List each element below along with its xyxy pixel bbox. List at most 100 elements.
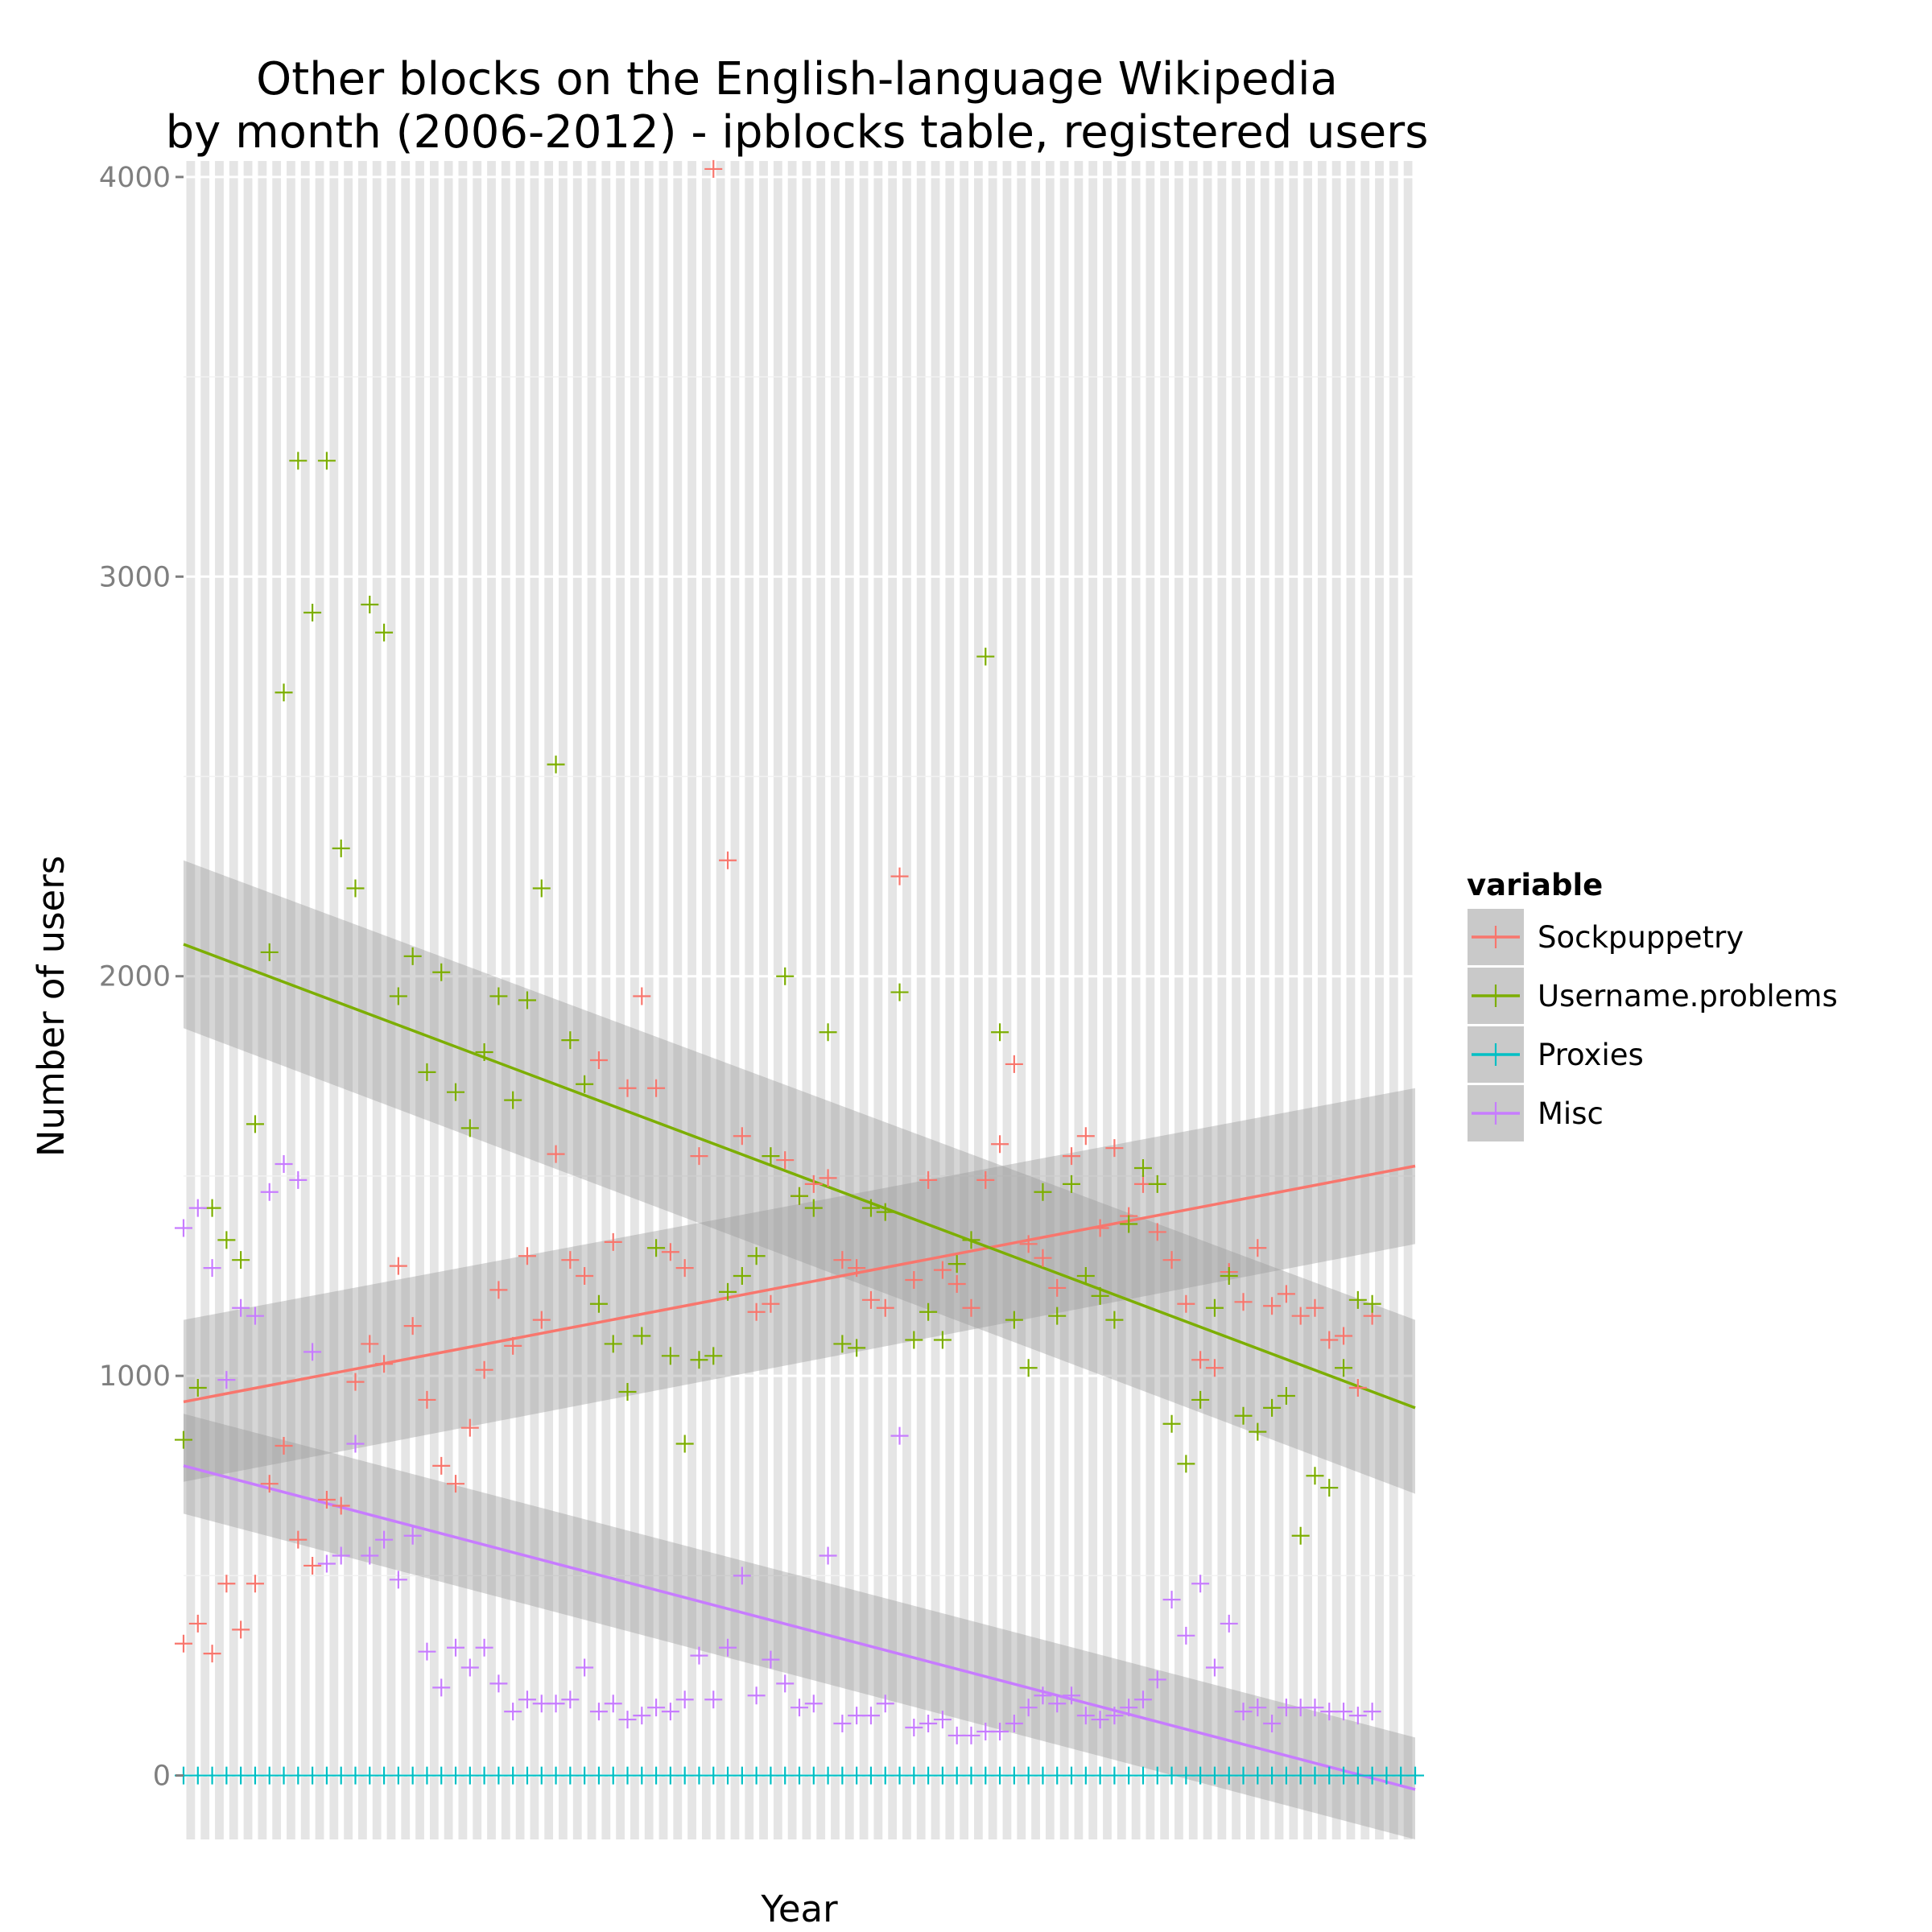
- series-proxies: [175, 1766, 1424, 1785]
- point-username-problems-9: [289, 452, 308, 470]
- point-sockpuppetry-52: [905, 1271, 923, 1289]
- y-tick-label-4000: 4000: [99, 162, 171, 194]
- y-tick-label-3000: 3000: [99, 561, 171, 593]
- point-sockpuppetry-10: [303, 1556, 322, 1575]
- point-username-problems-27: [547, 755, 565, 774]
- point-username-problems-32: [618, 1383, 637, 1401]
- point-username-problems-10: [303, 603, 322, 621]
- point-username-problems-4: [217, 1231, 236, 1249]
- point-sockpuppetry-59: [1005, 1055, 1023, 1073]
- point-sockpuppetry-9: [289, 1530, 308, 1549]
- point-misc-60: [1019, 1699, 1038, 1717]
- point-misc-77: [1263, 1715, 1282, 1733]
- point-misc-47: [833, 1715, 852, 1733]
- point-username-problems-49: [861, 1199, 880, 1217]
- point-username-problems-59: [1005, 1311, 1023, 1329]
- point-username-problems-55: [947, 1255, 966, 1274]
- point-username-problems-69: [1148, 1174, 1166, 1193]
- point-misc-24: [504, 1703, 522, 1721]
- point-username-problems-81: [1320, 1479, 1339, 1497]
- point-username-problems-79: [1291, 1526, 1310, 1545]
- x-axis-title: Year: [760, 1888, 838, 1930]
- point-sockpuppetry-54: [933, 1261, 952, 1279]
- trend-sockpuppetry: [183, 1164, 1416, 1404]
- point-sockpuppetry-73: [1205, 1359, 1224, 1377]
- point-sockpuppetry-46: [819, 1169, 837, 1187]
- point-sockpuppetry-36: [675, 1259, 694, 1278]
- point-username-problems-63: [1063, 1174, 1081, 1193]
- point-sockpuppetry-25: [518, 1247, 536, 1265]
- point-misc-74: [1220, 1614, 1238, 1633]
- point-username-problems-35: [661, 1347, 679, 1365]
- point-username-problems-62: [1048, 1307, 1067, 1325]
- point-username-problems-38: [704, 1347, 723, 1365]
- point-misc-42: [762, 1650, 780, 1669]
- point-misc-1: [175, 1219, 192, 1237]
- trend-misc: [183, 1464, 1416, 1791]
- point-misc-22: [475, 1638, 493, 1657]
- point-sockpuppetry-28: [561, 1251, 580, 1269]
- point-sockpuppetry-17: [403, 1317, 422, 1335]
- point-misc-9: [289, 1170, 308, 1189]
- point-misc-34: [647, 1699, 666, 1717]
- point-username-problems-11: [317, 452, 336, 470]
- point-sockpuppetry-3: [203, 1645, 221, 1663]
- point-sockpuppetry-32: [618, 1079, 637, 1097]
- point-sockpuppetry-38: [704, 159, 723, 178]
- y-axis-title: Number of users: [30, 856, 72, 1157]
- point-misc-16: [389, 1571, 407, 1589]
- point-sockpuppetry-31: [604, 1232, 622, 1251]
- point-misc-54: [933, 1711, 952, 1729]
- point-sockpuppetry-16: [389, 1257, 407, 1275]
- point-username-problems-61: [1034, 1183, 1052, 1201]
- point-sockpuppetry-39: [719, 851, 737, 869]
- point-misc-6: [246, 1307, 264, 1325]
- point-misc-80: [1306, 1699, 1324, 1717]
- point-username-problems-26: [532, 879, 551, 898]
- point-misc-63: [1063, 1686, 1081, 1705]
- point-sockpuppetry-24: [504, 1336, 522, 1355]
- point-misc-25: [518, 1690, 536, 1709]
- point-username-problems-36: [675, 1435, 694, 1453]
- point-username-problems-19: [432, 963, 451, 981]
- point-misc-56: [962, 1726, 980, 1744]
- point-misc-68: [1133, 1690, 1152, 1709]
- point-username-problems-31: [604, 1335, 622, 1353]
- point-username-problems-44: [791, 1187, 808, 1205]
- chart-title-line-2: by month (2006-2012) - ipblocks table, r…: [166, 106, 1429, 159]
- point-misc-83: [1348, 1707, 1367, 1725]
- point-misc-62: [1048, 1695, 1067, 1713]
- point-misc-53: [919, 1715, 938, 1733]
- point-sockpuppetry-18: [418, 1390, 436, 1409]
- point-misc-4: [217, 1371, 236, 1389]
- point-sockpuppetry-79: [1291, 1307, 1310, 1325]
- legend-label-username-problems: Username.problems: [1538, 979, 1838, 1013]
- series-misc: [175, 1155, 1381, 1744]
- point-misc-10: [303, 1343, 322, 1361]
- point-misc-49: [861, 1707, 880, 1725]
- point-misc-29: [576, 1658, 594, 1677]
- point-username-problems-67: [1120, 1215, 1138, 1233]
- point-username-problems-84: [1363, 1294, 1381, 1313]
- point-misc-69: [1148, 1670, 1166, 1689]
- point-misc-51: [890, 1426, 909, 1445]
- point-username-problems-45: [804, 1199, 823, 1217]
- legend-label-proxies: Proxies: [1538, 1038, 1644, 1072]
- chart-title-line-1: Other blocks on the English-language Wik…: [256, 53, 1338, 105]
- point-misc-64: [1076, 1707, 1095, 1725]
- point-sockpuppetry-49: [861, 1290, 880, 1309]
- point-misc-38: [704, 1690, 723, 1709]
- point-sockpuppetry-62: [1048, 1278, 1067, 1297]
- y-tick-label-2000: 2000: [99, 961, 171, 993]
- point-sockpuppetry-27: [547, 1145, 565, 1163]
- point-username-problems-8: [275, 683, 293, 702]
- point-misc-45: [804, 1695, 823, 1713]
- legend-item-username-problems: Username.problems: [1466, 966, 1838, 1026]
- point-username-problems-5: [232, 1251, 250, 1269]
- point-sockpuppetry-75: [1234, 1293, 1253, 1311]
- chart-title: Other blocks on the English-language Wik…: [166, 53, 1429, 159]
- point-username-problems-58: [991, 1023, 1009, 1042]
- point-misc-19: [432, 1678, 451, 1697]
- point-sockpuppetry-33: [633, 987, 651, 1005]
